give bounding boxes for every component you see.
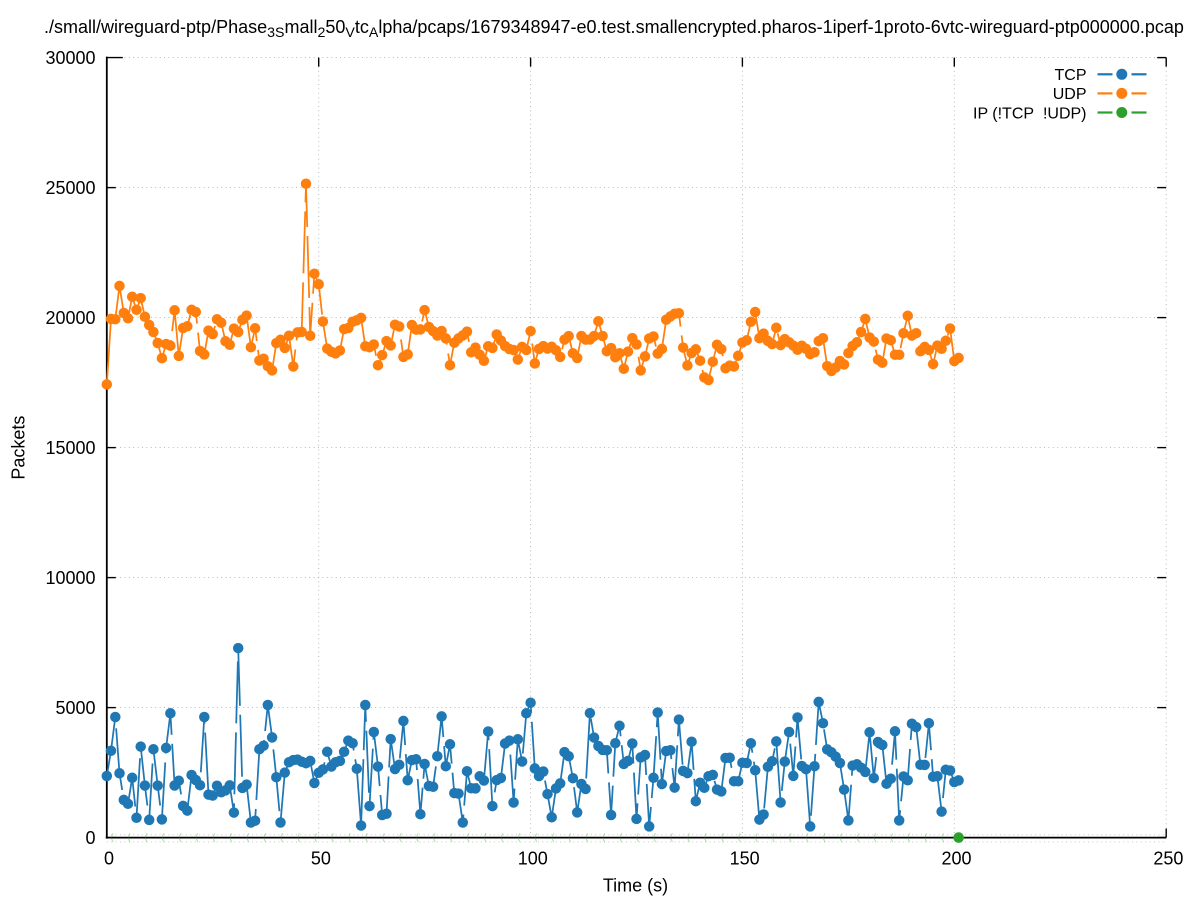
svg-text:15000: 15000 xyxy=(45,438,95,458)
svg-text:30000: 30000 xyxy=(45,48,95,68)
svg-text:0: 0 xyxy=(85,828,95,848)
svg-text:150: 150 xyxy=(730,848,760,868)
svg-text:Packets: Packets xyxy=(9,416,29,480)
svg-text:20000: 20000 xyxy=(45,308,95,328)
svg-text:TCP: TCP xyxy=(1055,67,1087,84)
svg-text:25000: 25000 xyxy=(45,178,95,198)
svg-text:250: 250 xyxy=(1153,848,1183,868)
svg-text:100: 100 xyxy=(518,848,548,868)
svg-text:5000: 5000 xyxy=(55,698,95,718)
svg-text:200: 200 xyxy=(941,848,971,868)
svg-text:0: 0 xyxy=(104,848,114,868)
svg-text:IP (!TCP !UDP): IP (!TCP !UDP) xyxy=(973,105,1087,122)
svg-text:Time (s): Time (s) xyxy=(603,876,668,896)
svg-text:50: 50 xyxy=(311,848,331,868)
svg-text:UDP: UDP xyxy=(1053,86,1087,103)
svg-text:10000: 10000 xyxy=(45,568,95,588)
